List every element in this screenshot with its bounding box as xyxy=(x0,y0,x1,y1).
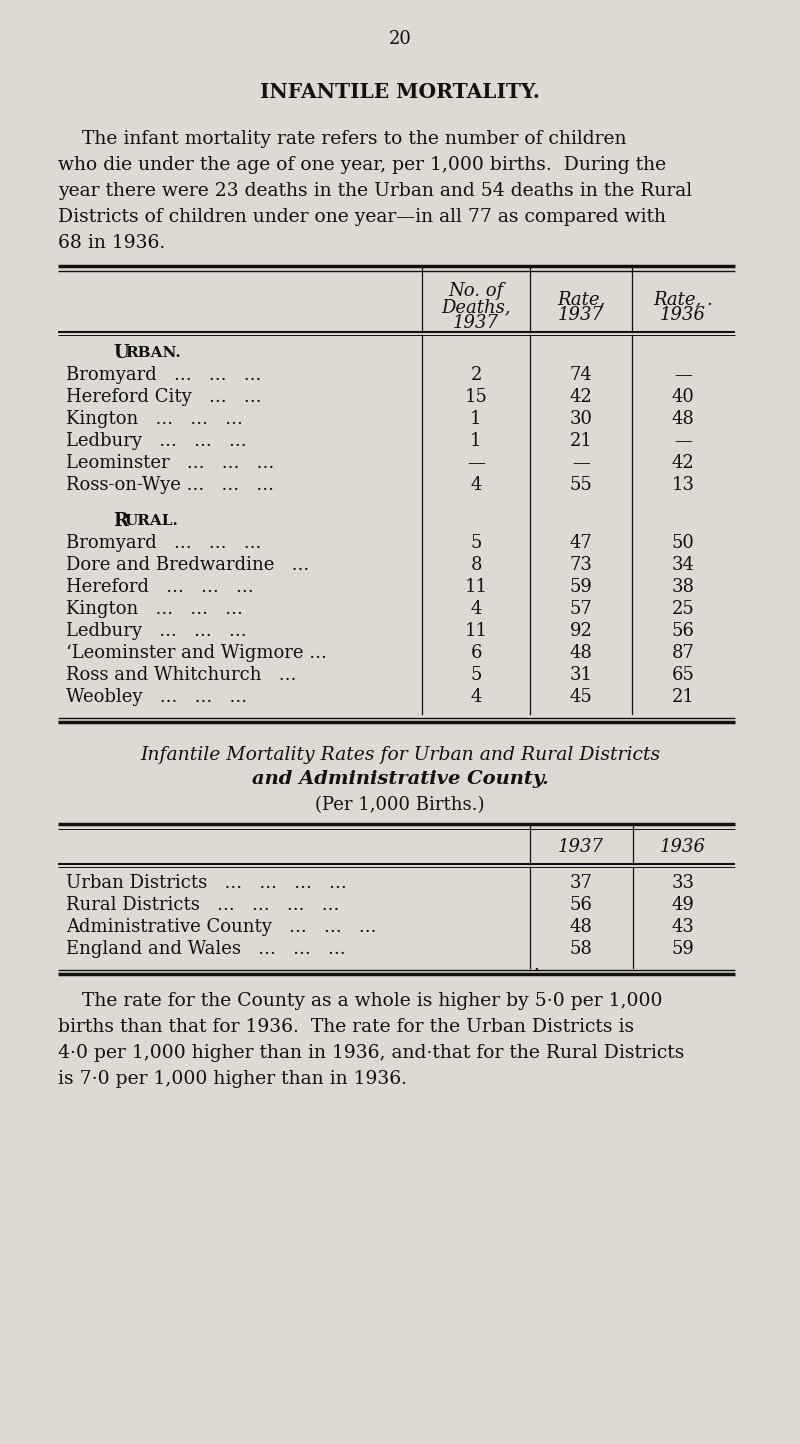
Text: Rural Districts   ...   ...   ...   ...: Rural Districts ... ... ... ... xyxy=(66,895,339,914)
Text: 21: 21 xyxy=(671,687,694,706)
Text: 4: 4 xyxy=(470,601,482,618)
Text: is 7·0 per 1,000 higher than in 1936.: is 7·0 per 1,000 higher than in 1936. xyxy=(58,1070,407,1087)
Text: 47: 47 xyxy=(570,534,592,552)
Text: 56: 56 xyxy=(570,895,593,914)
Text: Urban Districts   ...   ...   ...   ...: Urban Districts ... ... ... ... xyxy=(66,874,346,892)
Text: 31: 31 xyxy=(570,666,593,684)
Text: INFANTILE MORTALITY.: INFANTILE MORTALITY. xyxy=(260,82,540,103)
Text: 20: 20 xyxy=(389,30,411,48)
Text: births than that for 1936.  The rate for the Urban Districts is: births than that for 1936. The rate for … xyxy=(58,1018,634,1035)
Text: The rate for the County as a whole is higher by 5·0 per 1,000: The rate for the County as a whole is hi… xyxy=(58,992,662,1009)
Text: Ledbury   ...   ...   ...: Ledbury ... ... ... xyxy=(66,432,246,451)
Text: 25: 25 xyxy=(672,601,694,618)
Text: 43: 43 xyxy=(671,918,694,936)
Text: 73: 73 xyxy=(570,556,593,575)
Text: 58: 58 xyxy=(570,940,593,957)
Text: RBAN.: RBAN. xyxy=(125,347,181,360)
Text: 1936: 1936 xyxy=(660,838,706,856)
Text: 11: 11 xyxy=(465,578,487,596)
Text: —: — xyxy=(572,453,590,472)
Text: Deaths,: Deaths, xyxy=(441,297,511,316)
Text: —: — xyxy=(467,453,485,472)
Text: 5: 5 xyxy=(470,666,482,684)
Text: U: U xyxy=(113,344,129,362)
Text: 92: 92 xyxy=(570,622,593,640)
Text: 42: 42 xyxy=(570,388,592,406)
Text: .: . xyxy=(533,956,539,975)
Text: 13: 13 xyxy=(671,477,694,494)
Text: 34: 34 xyxy=(671,556,694,575)
Text: 49: 49 xyxy=(671,895,694,914)
Text: 1937: 1937 xyxy=(558,306,604,323)
Text: Infantile Mortality Rates for Urban and Rural Districts: Infantile Mortality Rates for Urban and … xyxy=(140,747,660,764)
Text: 1936: 1936 xyxy=(660,306,706,323)
Text: 21: 21 xyxy=(570,432,593,451)
Text: 1: 1 xyxy=(470,410,482,427)
Text: The infant mortality rate refers to the number of children: The infant mortality rate refers to the … xyxy=(58,130,626,147)
Text: 48: 48 xyxy=(570,644,593,661)
Text: Rate, .: Rate, . xyxy=(653,290,713,308)
Text: Leominster   ...   ...   ...: Leominster ... ... ... xyxy=(66,453,274,472)
Text: —: — xyxy=(674,432,692,451)
Text: Ross and Whitchurch   ...: Ross and Whitchurch ... xyxy=(66,666,296,684)
Text: 37: 37 xyxy=(570,874,593,892)
Text: Rate,: Rate, xyxy=(557,290,605,308)
Text: 59: 59 xyxy=(671,940,694,957)
Text: 45: 45 xyxy=(570,687,592,706)
Text: 5: 5 xyxy=(470,534,482,552)
Text: Ross-on-Wye ...   ...   ...: Ross-on-Wye ... ... ... xyxy=(66,477,274,494)
Text: 4: 4 xyxy=(470,477,482,494)
Text: England and Wales   ...   ...   ...: England and Wales ... ... ... xyxy=(66,940,346,957)
Text: 68 in 1936.: 68 in 1936. xyxy=(58,234,166,253)
Text: 1937: 1937 xyxy=(453,313,499,332)
Text: year there were 23 deaths in the Urban and 54 deaths in the Rural: year there were 23 deaths in the Urban a… xyxy=(58,182,692,201)
Text: Administrative County   ...   ...   ...: Administrative County ... ... ... xyxy=(66,918,377,936)
Text: 50: 50 xyxy=(671,534,694,552)
Text: 40: 40 xyxy=(671,388,694,406)
Text: 1: 1 xyxy=(470,432,482,451)
Text: Bromyard   ...   ...   ...: Bromyard ... ... ... xyxy=(66,534,262,552)
Text: Weobley   ...   ...   ...: Weobley ... ... ... xyxy=(66,687,247,706)
Text: 48: 48 xyxy=(570,918,593,936)
Text: who die under the age of one year, per 1,000 births.  During the: who die under the age of one year, per 1… xyxy=(58,156,666,173)
Text: 57: 57 xyxy=(570,601,592,618)
Text: Hereford   ...   ...   ...: Hereford ... ... ... xyxy=(66,578,254,596)
Text: 56: 56 xyxy=(671,622,694,640)
Text: 1937: 1937 xyxy=(558,838,604,856)
Text: 38: 38 xyxy=(671,578,694,596)
Text: 8: 8 xyxy=(470,556,482,575)
Text: 33: 33 xyxy=(671,874,694,892)
Text: Districts of children under one year—in all 77 as compared with: Districts of children under one year—in … xyxy=(58,208,666,227)
Text: 74: 74 xyxy=(570,365,592,384)
Text: ‘Leominster and Wigmore ...: ‘Leominster and Wigmore ... xyxy=(66,644,327,661)
Text: Dore and Bredwardine   ...: Dore and Bredwardine ... xyxy=(66,556,310,575)
Text: (Per 1,000 Births.): (Per 1,000 Births.) xyxy=(315,796,485,814)
Text: 87: 87 xyxy=(671,644,694,661)
Text: Ledbury   ...   ...   ...: Ledbury ... ... ... xyxy=(66,622,246,640)
Text: 30: 30 xyxy=(570,410,593,427)
Text: Bromyard   ...   ...   ...: Bromyard ... ... ... xyxy=(66,365,262,384)
Text: 59: 59 xyxy=(570,578,593,596)
Text: 4·0 per 1,000 higher than in 1936, and·that for the Rural Districts: 4·0 per 1,000 higher than in 1936, and·t… xyxy=(58,1044,684,1061)
Text: 65: 65 xyxy=(671,666,694,684)
Text: 4: 4 xyxy=(470,687,482,706)
Text: and Administrative County.: and Administrative County. xyxy=(252,770,548,788)
Text: No. of: No. of xyxy=(448,282,504,300)
Text: 48: 48 xyxy=(671,410,694,427)
Text: Kington   ...   ...   ...: Kington ... ... ... xyxy=(66,410,243,427)
Text: 11: 11 xyxy=(465,622,487,640)
Text: 55: 55 xyxy=(570,477,592,494)
Text: 42: 42 xyxy=(672,453,694,472)
Text: —: — xyxy=(674,365,692,384)
Text: URAL.: URAL. xyxy=(125,514,179,529)
Text: Hereford City   ...   ...: Hereford City ... ... xyxy=(66,388,262,406)
Text: 15: 15 xyxy=(465,388,487,406)
Text: 2: 2 xyxy=(470,365,482,384)
Text: Kington   ...   ...   ...: Kington ... ... ... xyxy=(66,601,243,618)
Text: R: R xyxy=(113,513,128,530)
Text: 6: 6 xyxy=(470,644,482,661)
